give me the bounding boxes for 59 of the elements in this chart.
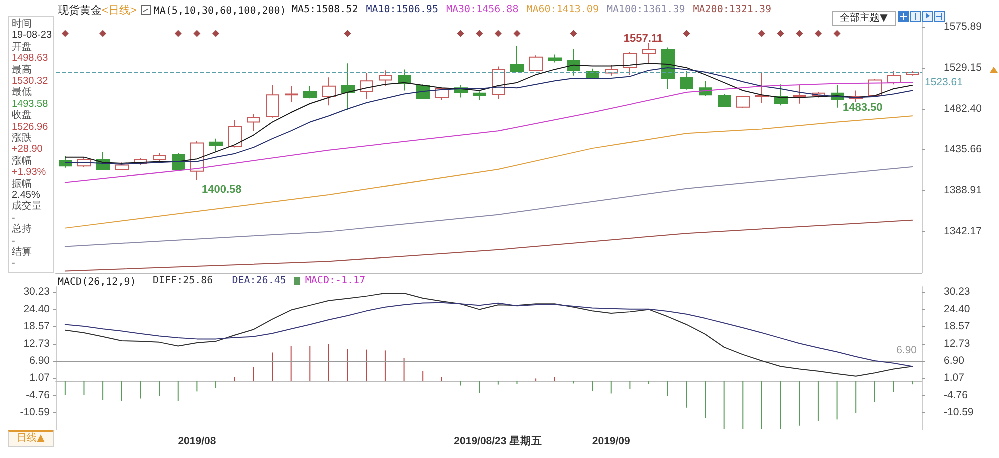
y-tick-label: 6.90 xyxy=(30,355,50,368)
chart-title: 现货黄金 xyxy=(58,5,102,17)
text: 日线▲ xyxy=(8,430,54,447)
text: +28.90 xyxy=(12,144,43,156)
text: 成交量 xyxy=(12,201,42,212)
annotation: 1400.58 xyxy=(202,184,242,197)
text: 涨幅 xyxy=(12,156,32,167)
y-tick-label: -4.76 xyxy=(26,389,50,402)
text: 总持 xyxy=(12,224,32,236)
text: 19-08-23 xyxy=(12,30,52,42)
text: 1493.58 xyxy=(12,98,48,110)
y-tick-label: 1.07 xyxy=(30,372,50,384)
text: 最高 xyxy=(12,64,32,76)
text: MA60:1413.09 xyxy=(526,4,599,16)
text: 开盘 xyxy=(12,42,32,53)
text: MA100:1361.39 xyxy=(606,4,686,16)
text: 2.45% xyxy=(12,190,40,201)
text: 时间 xyxy=(12,19,32,30)
text: MA200:1321.39 xyxy=(693,4,772,16)
y-tick-label: 30.23 xyxy=(24,286,50,298)
text: 最低 xyxy=(12,87,32,98)
annotation: 1483.50 xyxy=(843,102,883,115)
text: - xyxy=(12,258,16,270)
text: 涨跌 xyxy=(12,133,32,144)
text: MA10:1506.95 xyxy=(366,4,438,16)
y-tick-label: 1342.17 xyxy=(944,226,982,238)
text: 收盘 xyxy=(12,110,32,122)
text: 振幅 xyxy=(12,178,32,190)
legend-title: MACD(26,12,9) xyxy=(58,277,136,288)
text: MA30:1456.88 xyxy=(446,4,519,16)
y-tick-label: 1575.89 xyxy=(944,20,982,33)
y-tick-label: 1435.66 xyxy=(944,144,982,156)
x-tick-label: 2019/09 xyxy=(592,436,630,448)
y-tick-label: 1529.15 xyxy=(944,62,982,74)
y-tick-label: -10.59 xyxy=(20,406,50,419)
ref-line-label: 1523.61 xyxy=(925,76,964,89)
legend-label: MACD:-1.17 xyxy=(305,276,366,286)
text: DIFF:25.86 xyxy=(153,276,214,286)
y-tick-label: 24.40 xyxy=(24,303,50,316)
text: - xyxy=(12,236,16,247)
text: 结算 xyxy=(12,247,32,258)
annotation: 1557.11 xyxy=(624,33,663,46)
text: - xyxy=(12,212,16,224)
y-tick-label: 18.57 xyxy=(24,320,50,333)
y-tick-label: 12.73 xyxy=(24,338,50,350)
y-tick-label: 1388.91 xyxy=(944,184,982,197)
text: +1.93% xyxy=(12,167,46,178)
legend-title: MA(5,10,30,60,100,200) xyxy=(154,6,286,17)
text: 1498.63 xyxy=(12,53,48,64)
text: 1530.32 xyxy=(12,76,48,87)
ref-line-label: 6.90 xyxy=(896,344,918,357)
text: DEA:26.45 xyxy=(232,276,286,286)
x-tick-label: 2019/08 xyxy=(178,436,216,448)
annotation: 全部主题▼ xyxy=(832,11,896,26)
text: MA5:1508.52 xyxy=(292,4,358,16)
y-tick-label: 1482.40 xyxy=(944,102,982,115)
text: 1526.96 xyxy=(12,122,48,133)
chart-subtitle: <日线> xyxy=(102,5,137,17)
x-tick-label: 2019/08/23 星期五 xyxy=(454,434,543,448)
